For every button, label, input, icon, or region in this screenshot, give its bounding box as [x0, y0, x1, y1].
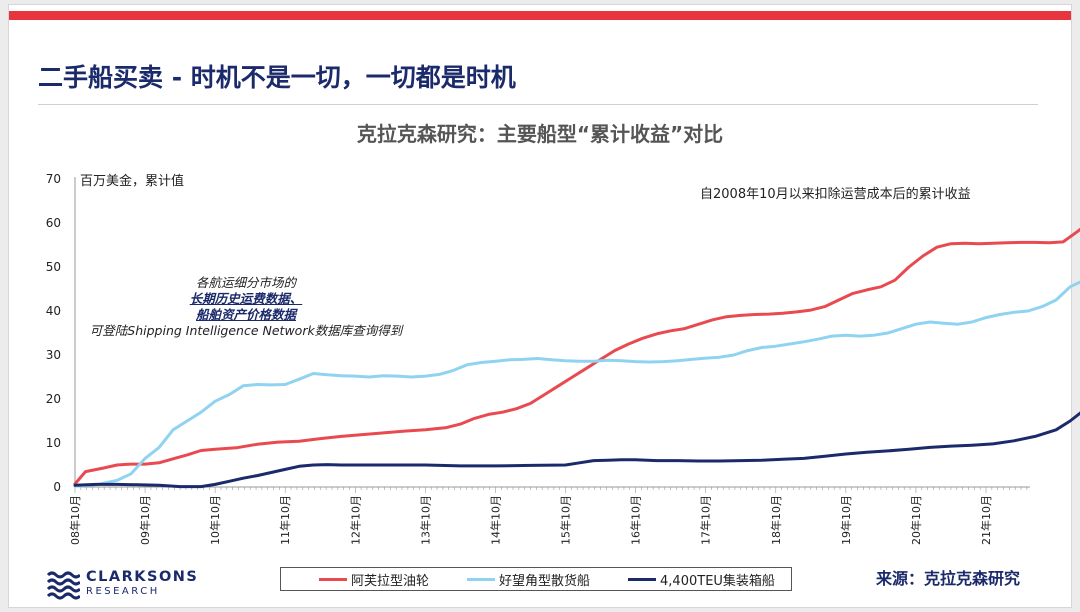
legend-swatch: [467, 577, 496, 581]
x-tick-label: 08年10月: [68, 495, 82, 545]
y-tick-label: 10: [46, 436, 61, 450]
legend-swatch: [628, 577, 657, 581]
legend-item-2: 好望角型散货船: [467, 570, 590, 589]
x-tick-label: 11年10月: [278, 495, 292, 545]
callout-line-4: 可登陆Shipping Intelligence Network数据库查询得到: [89, 323, 403, 338]
series-line-3: [73, 411, 1080, 489]
legend-swatch: [319, 577, 347, 581]
x-tick-label: 14年10月: [488, 495, 502, 545]
top-accent-bar: [9, 11, 1071, 20]
y-tick-label: 50: [46, 260, 61, 274]
x-tick-label: 09年10月: [138, 495, 152, 545]
y-tick-label: 30: [46, 348, 61, 362]
x-tick-label: 10年10月: [208, 495, 222, 545]
y-tick-label: 20: [46, 392, 61, 406]
x-tick-label: 16年10月: [629, 495, 643, 545]
chart-legend: 阿芙拉型油轮 好望角型散货船 4,400TEU集装箱船: [280, 567, 792, 591]
series-line-2: [73, 280, 1080, 488]
legend-label: 4,400TEU集装箱船: [660, 573, 775, 589]
chart-title: 克拉克森研究：主要船型“累计收益”对比: [356, 122, 724, 146]
x-tick-label: 13年10月: [418, 495, 432, 545]
logo-subtitle: RESEARCH: [86, 586, 160, 597]
title-divider: [38, 104, 1038, 105]
y-tick-label: 40: [46, 304, 61, 318]
y-tick-label: 70: [46, 172, 61, 186]
x-tick-label: 21年10月: [979, 495, 993, 545]
x-tick-label: 19年10月: [839, 495, 853, 545]
series-line-1: [73, 227, 1080, 486]
legend-label: 好望角型散货船: [499, 573, 591, 589]
x-tick-label: 15年10月: [559, 495, 573, 545]
chart-axes: 0 10 20 30 40 50 60 70 08年10月 09年10月 10年10月 11年10月 1…: [46, 172, 1030, 545]
source-note: 来源：克拉克森研究: [876, 569, 1021, 588]
y-axis-unit-label: 百万美金，累计值: [80, 174, 185, 189]
legend-item-3: 4,400TEU集装箱船: [628, 570, 775, 589]
x-tick-label: 20年10月: [909, 495, 923, 545]
x-tick-label: 12年10月: [348, 495, 362, 545]
clarksons-wave-icon: [46, 571, 80, 600]
legend-label: 阿芙拉型油轮: [351, 573, 430, 589]
y-tick-label: 60: [46, 216, 61, 230]
slide-title: 二手船买卖 - 时机不是一切，一切都是时机: [38, 63, 516, 92]
chart-series: [73, 227, 1080, 489]
database-callout: 各航运细分市场的 长期历史运费数据、 船舶资产价格数据 可登陆Shipping …: [76, 275, 416, 339]
callout-line-3: 船舶资产价格数据: [195, 307, 296, 322]
y-tick-label: 0: [53, 480, 61, 494]
logo-name: CLARKSONS: [86, 569, 199, 585]
legend-item-1: 阿芙拉型油轮: [319, 570, 429, 589]
x-tick-label: 18年10月: [769, 495, 783, 545]
clarksons-logo: CLARKSONS RESEARCH: [46, 566, 226, 600]
chart-annotation: 自2008年10月以来扣除运营成本后的累计收益: [700, 187, 971, 202]
x-tick-label: 17年10月: [699, 495, 713, 545]
callout-line-1: 各航运细分市场的: [195, 275, 296, 290]
callout-line-2: 长期历史运费数据、: [189, 291, 303, 306]
